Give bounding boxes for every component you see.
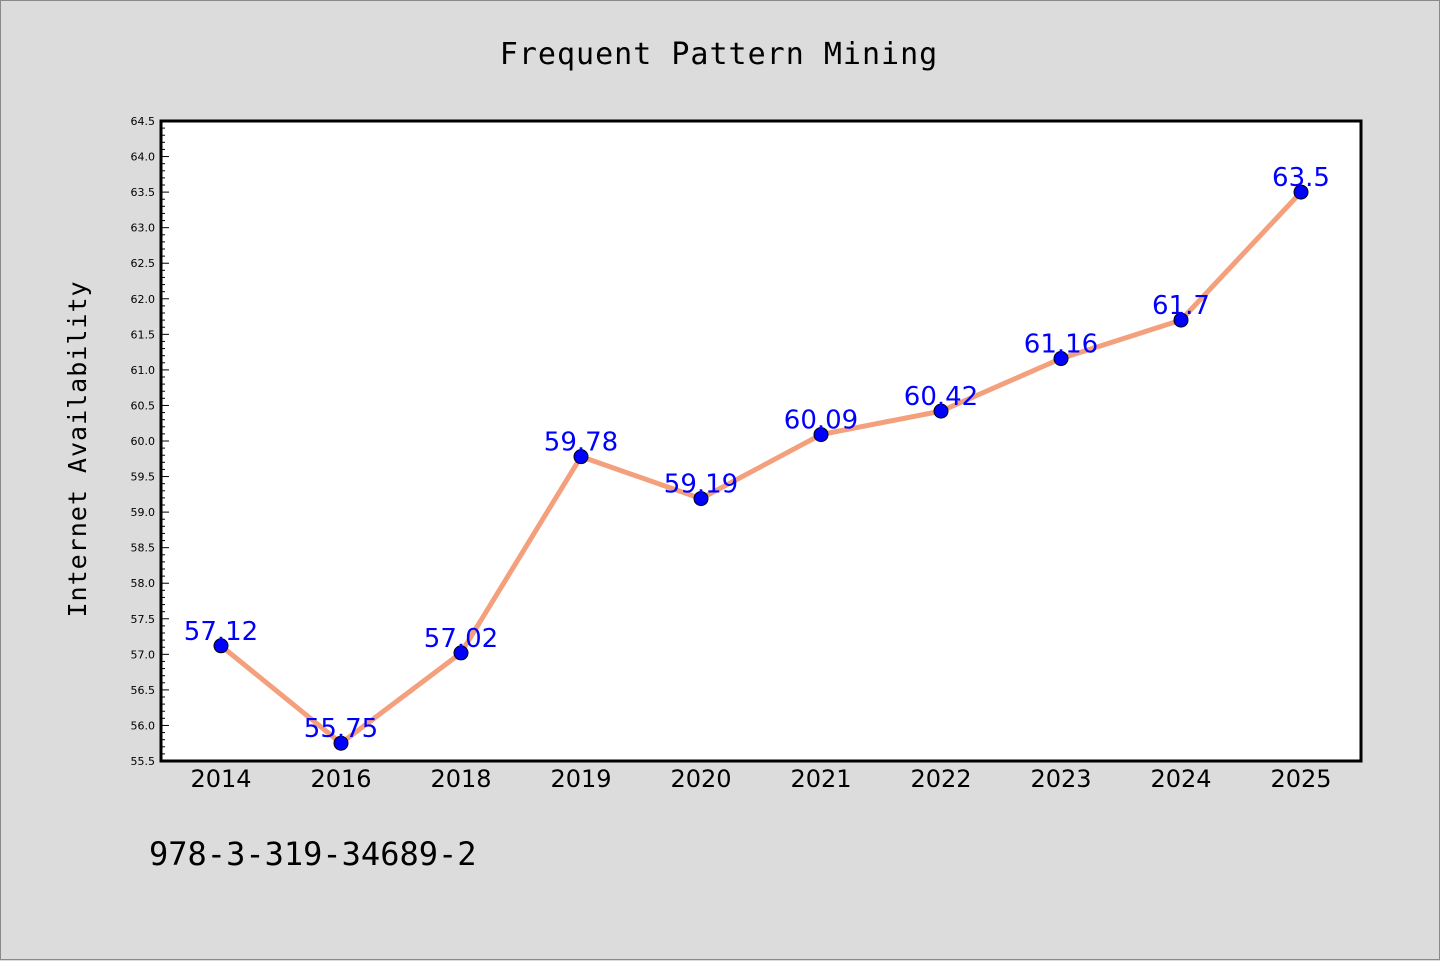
data-point-label: 59.78 xyxy=(544,428,618,458)
data-labels: 57.12 55.75 57.02 59.78 59.19 60.09 60.42 61.16… xyxy=(184,163,1330,744)
y-tick-label: 59.5 xyxy=(131,471,156,484)
x-axis-ticks: 2014 2016 2018 2019 2020 2021 2022 2023 2024 2025 xyxy=(190,765,1331,793)
y-tick-label: 64.5 xyxy=(131,115,156,128)
y-tick-label: 58.5 xyxy=(131,542,156,555)
x-tick-label: 2019 xyxy=(550,765,611,793)
chart-title: Frequent Pattern Mining xyxy=(500,37,938,72)
y-tick-label: 62.5 xyxy=(131,257,156,270)
x-tick-label: 2024 xyxy=(1150,765,1211,793)
y-tick-label: 57.5 xyxy=(131,613,156,626)
x-tick-label: 2022 xyxy=(910,765,971,793)
y-tick-label: 61.0 xyxy=(131,364,156,377)
plot-border xyxy=(159,119,1363,763)
y-tick-label: 58.0 xyxy=(131,577,156,590)
data-point-label: 57.12 xyxy=(184,617,258,647)
y-tick-label: 63.5 xyxy=(131,186,156,199)
y-tick-label: 64.0 xyxy=(131,151,156,164)
y-axis-label: Internet Availability xyxy=(63,280,92,617)
data-point-marker xyxy=(693,491,709,507)
y-tick-label: 57.0 xyxy=(131,648,156,661)
plot-area xyxy=(161,121,1361,761)
data-point-marker xyxy=(813,427,829,443)
data-point-label: 60.09 xyxy=(784,406,858,436)
data-point-label: 63.5 xyxy=(1272,163,1330,193)
y-tick-label: 60.5 xyxy=(131,399,156,412)
footer-isbn: 978-3-319-34689-2 xyxy=(149,835,477,873)
x-tick-label: 2016 xyxy=(310,765,371,793)
x-tick-label: 2023 xyxy=(1030,765,1091,793)
data-point-label: 61.16 xyxy=(1024,330,1098,360)
y-tick-label: 61.5 xyxy=(131,328,156,341)
y-tick-label: 59.0 xyxy=(131,506,156,519)
data-point-marker xyxy=(1053,351,1069,367)
x-tick-label: 2025 xyxy=(1270,765,1331,793)
data-point-label: 55.75 xyxy=(304,714,378,744)
data-point-marker xyxy=(1173,312,1189,328)
y-tick-label: 62.0 xyxy=(131,293,156,306)
data-point-label: 57.02 xyxy=(424,624,498,654)
x-tick-label: 2021 xyxy=(790,765,851,793)
data-point-label: 61.7 xyxy=(1152,291,1210,321)
y-tick-label: 60.0 xyxy=(131,435,156,448)
data-point-marker xyxy=(1293,184,1309,200)
series-line xyxy=(219,190,1303,746)
y-tick-label: 63.0 xyxy=(131,222,156,235)
y-tick-label: 55.5 xyxy=(131,755,156,768)
x-tick-label: 2014 xyxy=(190,765,251,793)
series-markers xyxy=(213,184,1309,751)
data-point-marker xyxy=(573,449,589,465)
x-tick-label: 2018 xyxy=(430,765,491,793)
data-point-label: 59.19 xyxy=(664,470,738,500)
data-point-label: 60.42 xyxy=(904,382,978,412)
data-point-marker xyxy=(453,645,469,661)
data-point-marker xyxy=(213,638,229,654)
data-point-marker xyxy=(333,735,349,751)
x-tick-label: 2020 xyxy=(670,765,731,793)
y-tick-label: 56.5 xyxy=(131,684,156,697)
data-point-marker xyxy=(933,403,949,419)
y-tick-label: 56.0 xyxy=(131,719,156,732)
